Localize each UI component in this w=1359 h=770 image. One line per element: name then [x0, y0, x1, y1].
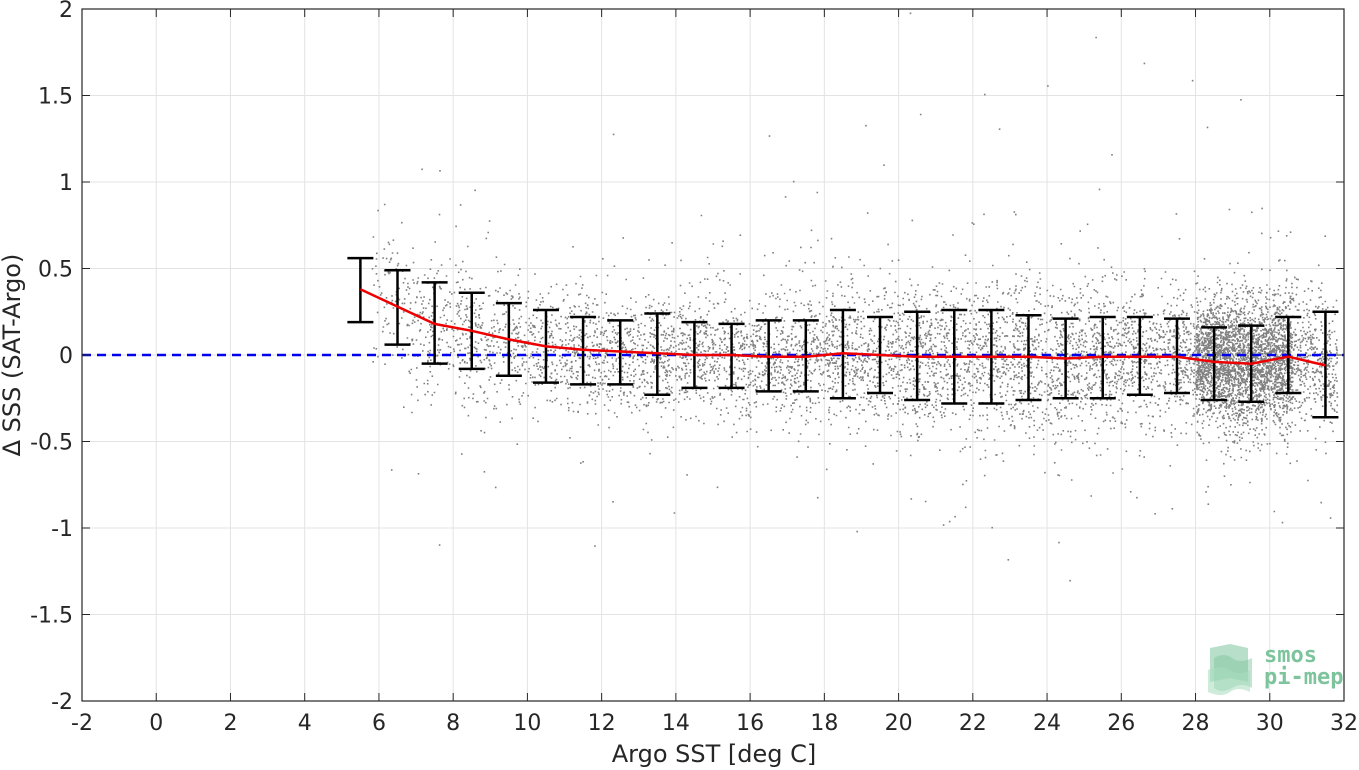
- y-tick-label: -1.5: [30, 604, 73, 629]
- x-tick-label: 0: [149, 711, 163, 736]
- x-tick-label: 20: [885, 711, 913, 736]
- x-tick-label: 28: [1182, 711, 1210, 736]
- x-tick-label: 22: [959, 711, 987, 736]
- smos-pi-mep-logo: smos pi-mep: [1208, 643, 1343, 695]
- y-tick-label: -2: [51, 690, 73, 715]
- x-tick-label: 16: [736, 711, 764, 736]
- x-axis-label: Argo SST [deg C]: [612, 740, 817, 768]
- x-tick-label: 14: [662, 711, 690, 736]
- x-tick-label: 32: [1330, 711, 1358, 736]
- scatter-points: [371, 12, 1339, 582]
- x-tick-label: 30: [1256, 711, 1284, 736]
- y-tick-label: 1.5: [38, 85, 73, 110]
- x-tick-label: 2: [223, 711, 237, 736]
- wave-icon: [1208, 644, 1252, 695]
- y-tick-label: -1: [51, 517, 73, 542]
- error-bar: [1275, 315, 1302, 395]
- mean-line: [359, 288, 1326, 367]
- y-tick-label: 1: [59, 171, 73, 196]
- x-tick-label: 26: [1107, 711, 1135, 736]
- x-tick-label: -2: [71, 711, 93, 736]
- axes-frame: [81, 8, 1345, 702]
- logo-line1: smos: [1264, 643, 1317, 668]
- y-axis-label: Δ SSS (SAT-Argo): [0, 254, 26, 457]
- x-tick-label: 24: [1033, 711, 1061, 736]
- x-tick-label: 4: [298, 711, 312, 736]
- mean-line-path: [359, 288, 1326, 367]
- x-tick-labels: -2 0 2 4 6 8 10 12 14 16 18 20 22 24 26 28 30 32: [71, 711, 1358, 736]
- logo-line2: pi-mep: [1264, 665, 1343, 690]
- x-tick-label: 12: [588, 711, 616, 736]
- y-tick-label: 0.5: [38, 258, 73, 283]
- y-tick-label: 2: [59, 0, 73, 23]
- y-tick-labels: -2 -1.5 -1 -0.5 0 0.5 1 1.5 2: [30, 0, 73, 715]
- y-tick-label: -0.5: [30, 431, 73, 456]
- x-tick-label: 10: [513, 711, 541, 736]
- y-tick-label: 0: [59, 344, 73, 369]
- x-tick-label: 6: [372, 711, 386, 736]
- error-bar: [1201, 326, 1228, 402]
- x-tick-label: 18: [810, 711, 838, 736]
- x-tick-label: 8: [446, 711, 460, 736]
- scatter-points-path: [371, 12, 1339, 582]
